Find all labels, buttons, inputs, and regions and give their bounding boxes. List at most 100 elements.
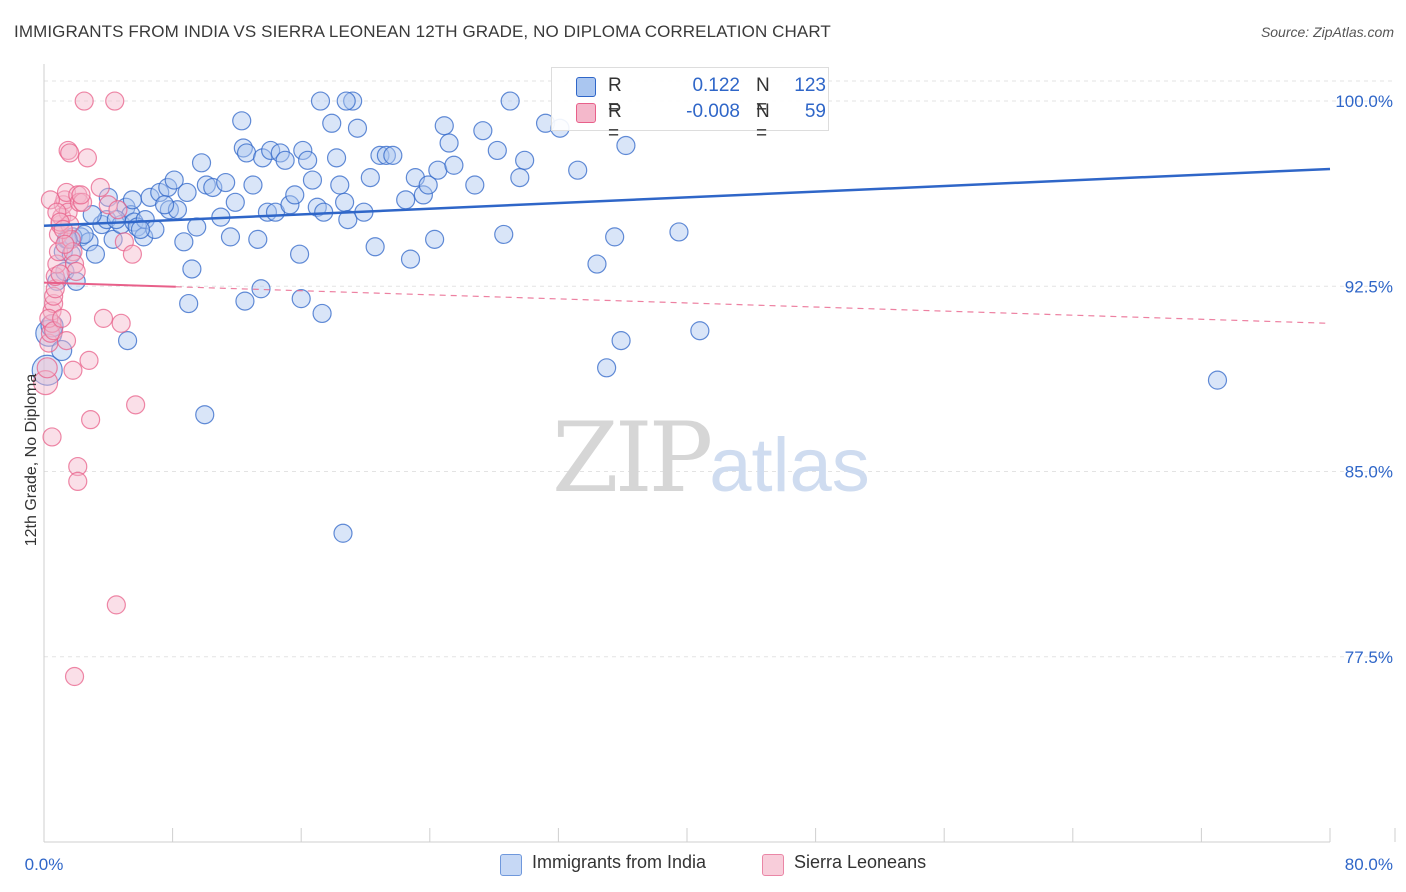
data-point (235, 291, 255, 311)
data-point (291, 289, 311, 309)
data-point (310, 91, 331, 111)
watermark: ZIPatlas (552, 402, 870, 514)
data-point (330, 175, 350, 195)
data-point (376, 145, 396, 165)
source-credit: Source: ZipAtlas.com (1260, 24, 1394, 40)
data-point (179, 293, 199, 314)
data-point (122, 244, 143, 264)
y-tick-label: 85.0% (1345, 463, 1393, 482)
data-point (220, 227, 241, 247)
data-point (105, 91, 125, 111)
legend-label-sierra-leoneans: Sierra Leoneans (794, 852, 927, 872)
r-label: R = (608, 75, 622, 118)
data-point (690, 321, 710, 341)
data-point (605, 227, 625, 247)
data-point (298, 150, 318, 170)
data-point (1207, 370, 1228, 390)
data-point (669, 222, 689, 242)
data-point (56, 331, 77, 351)
data-point (473, 121, 493, 141)
data-point (285, 185, 305, 205)
y-tick-label: 77.5% (1345, 648, 1393, 667)
legend-label-india: Immigrants from India (532, 852, 707, 872)
data-point (51, 339, 73, 362)
series-sierra-leoneans (33, 91, 146, 687)
data-point (510, 168, 530, 188)
trend-line-sierra-leoneans-dashed (175, 286, 1331, 324)
data-point (494, 224, 514, 245)
data-point (72, 192, 93, 212)
data-point (347, 118, 368, 138)
gridlines (44, 80, 1395, 658)
n-value: 123 (794, 75, 826, 96)
watermark-atlas: atlas (709, 423, 870, 508)
x-tick-labels: 0.0% 80.0% (25, 855, 1393, 874)
data-point (400, 249, 421, 269)
data-point (90, 177, 110, 198)
n-value: 59 (804, 101, 826, 122)
legend-swatch-india (576, 77, 596, 97)
data-point (236, 143, 257, 163)
n-label: N = (756, 101, 770, 144)
data-point (307, 197, 327, 217)
data-point (383, 145, 403, 165)
data-point (248, 229, 268, 249)
data-point (216, 172, 236, 193)
data-point (81, 410, 101, 430)
data-point (568, 160, 588, 180)
data-point (85, 244, 106, 264)
r-value: -0.008 (686, 101, 740, 122)
data-point (611, 331, 631, 351)
data-point (515, 150, 535, 170)
data-point (439, 133, 459, 153)
data-point (174, 232, 194, 252)
trend-line-india (43, 167, 1331, 228)
data-point (365, 237, 385, 257)
data-point (111, 313, 131, 333)
data-point (302, 170, 323, 190)
data-point (343, 91, 363, 111)
data-point (413, 185, 433, 205)
data-point (465, 175, 485, 195)
data-point (428, 160, 448, 180)
data-point (326, 148, 347, 168)
data-point (587, 254, 607, 274)
data-point (130, 219, 151, 240)
data-point (293, 140, 313, 161)
x-tick-label: 0.0% (25, 855, 64, 874)
data-point (71, 185, 91, 205)
data-point (79, 350, 99, 370)
data-point (64, 666, 85, 687)
data-point (434, 116, 454, 136)
data-point (63, 360, 83, 380)
trend-lines (43, 167, 1331, 324)
data-point (289, 244, 310, 264)
data-point (74, 91, 94, 111)
data-point (203, 177, 223, 198)
trend-line-sierra-leoneans (43, 281, 176, 288)
data-point (55, 234, 75, 254)
legend-swatch-sierra-leoneans (576, 103, 596, 123)
data-point (154, 195, 175, 215)
data-point (68, 471, 88, 492)
data-point (60, 143, 80, 163)
data-point (117, 331, 138, 351)
data-point (36, 357, 58, 379)
data-point (251, 279, 271, 299)
x-tick-label: 80.0% (1345, 855, 1393, 874)
r-value: 0.122 (692, 75, 740, 96)
data-point (106, 595, 126, 615)
data-point (77, 148, 98, 168)
data-point (108, 200, 128, 220)
data-point (336, 91, 356, 111)
data-point (335, 192, 355, 212)
data-point (232, 111, 252, 131)
data-point (98, 195, 118, 215)
watermark-zip: ZIP (552, 402, 713, 514)
data-point (187, 217, 207, 237)
data-point (44, 293, 64, 314)
data-point (396, 190, 416, 210)
legend-swatch-india (500, 854, 522, 876)
chart-title: IMMIGRANTS FROM INDIA VS SIERRA LEONEAN … (14, 22, 831, 41)
data-point (275, 150, 295, 170)
